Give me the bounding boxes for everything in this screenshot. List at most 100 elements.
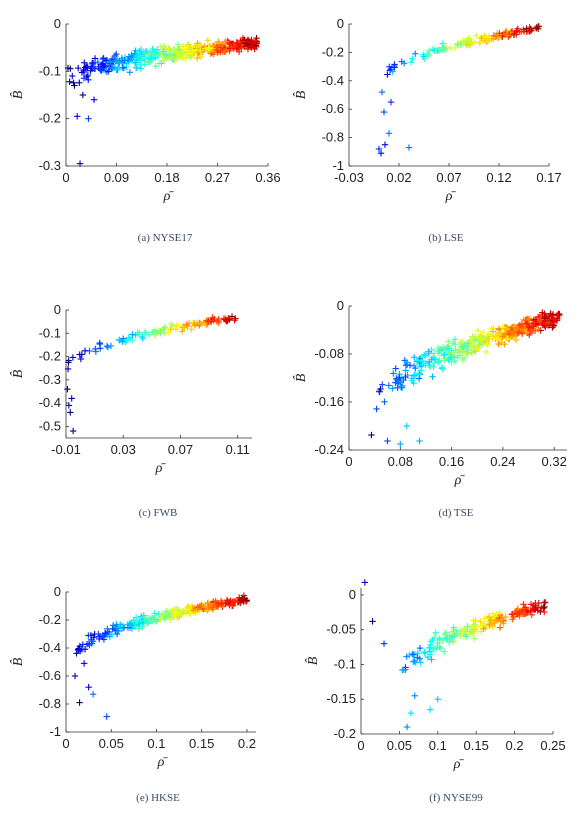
scatter-point [222, 38, 229, 45]
x-tick-label: 0.18 [154, 170, 179, 185]
scatter-point [500, 617, 507, 625]
scatter-point [155, 611, 162, 618]
scatter-point [104, 625, 111, 633]
scatter-point [79, 91, 87, 99]
scatter-chart-a: 0 0.09 0.18 0.27 0.36 0 -0.1 -0.2 -0.3 ρ̄ B̂ [10, 16, 281, 204]
scatter-point [454, 354, 461, 362]
scatter-point [412, 50, 419, 57]
scatter-point [420, 53, 427, 60]
scatter-point [411, 371, 418, 379]
scatter-point [375, 145, 383, 153]
scatter-point [182, 606, 189, 614]
scatter-point [403, 422, 410, 430]
scatter-point [428, 656, 435, 663]
scatter-point [409, 55, 416, 62]
scatter-point [405, 144, 413, 151]
scatter-point [83, 64, 91, 72]
scatter-point [67, 409, 74, 416]
scatter-point [429, 46, 437, 53]
panel-f: 0 0.05 0.1 0.15 0.2 0.25 0 -0.05 -0.1 -0.15 -0.2 ρ̄… [291, 560, 582, 824]
scatter-point [484, 341, 491, 348]
scatter-point [503, 325, 511, 332]
scatter-point [441, 631, 448, 638]
scatter-point [504, 335, 511, 342]
scatter-point [465, 34, 472, 42]
panel-e: 0 0.05 0.1 0.15 0.2 0 -0.2 -0.4 -0.6 -0.8 -1 ρ̄ B̂ (… [0, 560, 291, 824]
scatter-point [172, 606, 180, 614]
scatter-point [427, 641, 435, 648]
scatter-point [181, 324, 189, 331]
scatter-point [403, 723, 411, 731]
scatter-point [389, 385, 396, 392]
scatter-point [438, 364, 446, 371]
scatter-point [141, 60, 148, 68]
scatter-point [67, 65, 74, 72]
scatter-point [132, 331, 139, 339]
scatter-point [495, 340, 502, 348]
scatter-point [208, 49, 216, 57]
scatter-point [396, 374, 403, 381]
scatter-point [148, 616, 155, 623]
scatter-point [385, 382, 393, 389]
scatter-point [380, 640, 388, 647]
x-tick-label: 0.03 [111, 442, 136, 457]
scatter-point [204, 37, 212, 44]
scatter-point [101, 630, 109, 637]
x-tick-label: 0.07 [436, 170, 461, 185]
y-axis-label: B̂ [10, 369, 26, 378]
scatter-point [115, 64, 122, 72]
scatter-point [133, 64, 140, 72]
y-axis-label: B̂ [293, 90, 309, 99]
scatter-point [483, 337, 490, 344]
scatter-point [481, 615, 488, 622]
scatter-point [234, 40, 242, 47]
scatter-point [252, 37, 259, 44]
scatter-point [450, 638, 457, 645]
scatter-point [522, 604, 529, 611]
scatter-point [445, 338, 452, 345]
x-tick-label: 0.02 [386, 170, 411, 185]
scatter-point [183, 321, 190, 328]
scatter-point [523, 320, 531, 328]
x-tick-label: 0.09 [104, 170, 129, 185]
y-tick-label: -0.5 [39, 418, 61, 433]
scatter-point [141, 329, 149, 337]
scatter-point [406, 362, 414, 369]
scatter-point [533, 23, 541, 31]
scatter-point [503, 27, 510, 35]
scatter-point [71, 82, 78, 89]
x-tick-label: 0 [62, 170, 69, 185]
scatter-point [489, 335, 496, 343]
scatter-point [87, 67, 94, 74]
scatter-point [189, 47, 196, 54]
scatter-point [468, 349, 475, 356]
scatter-point [459, 356, 466, 364]
x-tick-label: -0.01 [51, 442, 81, 457]
scatter-point [434, 696, 441, 703]
scatter-point [511, 323, 518, 330]
scatter-point [151, 328, 158, 335]
x-tick-label: 0.05 [99, 736, 124, 751]
scatter-point [79, 641, 86, 648]
scatter-point [377, 385, 384, 393]
scatter-point [411, 657, 418, 665]
scatter-point [410, 362, 418, 370]
x-tick-label: 0.17 [536, 170, 561, 185]
x-axis-label: ρ̄ [453, 757, 465, 772]
scatter-point [397, 440, 404, 448]
scatter-point [161, 324, 168, 331]
scatter-point [120, 60, 127, 67]
scatter-point [85, 115, 92, 122]
scatter-point [135, 625, 142, 632]
points-group [64, 34, 260, 167]
scatter-point [381, 398, 388, 405]
scatter-point [379, 381, 386, 388]
scatter-point [90, 96, 98, 103]
scatter-point [435, 46, 442, 54]
scatter-point [488, 325, 495, 332]
scatter-point [113, 50, 120, 58]
scatter-point [85, 632, 92, 639]
scatter-point [223, 596, 231, 604]
scatter-point [170, 52, 177, 59]
scatter-point [448, 353, 455, 361]
